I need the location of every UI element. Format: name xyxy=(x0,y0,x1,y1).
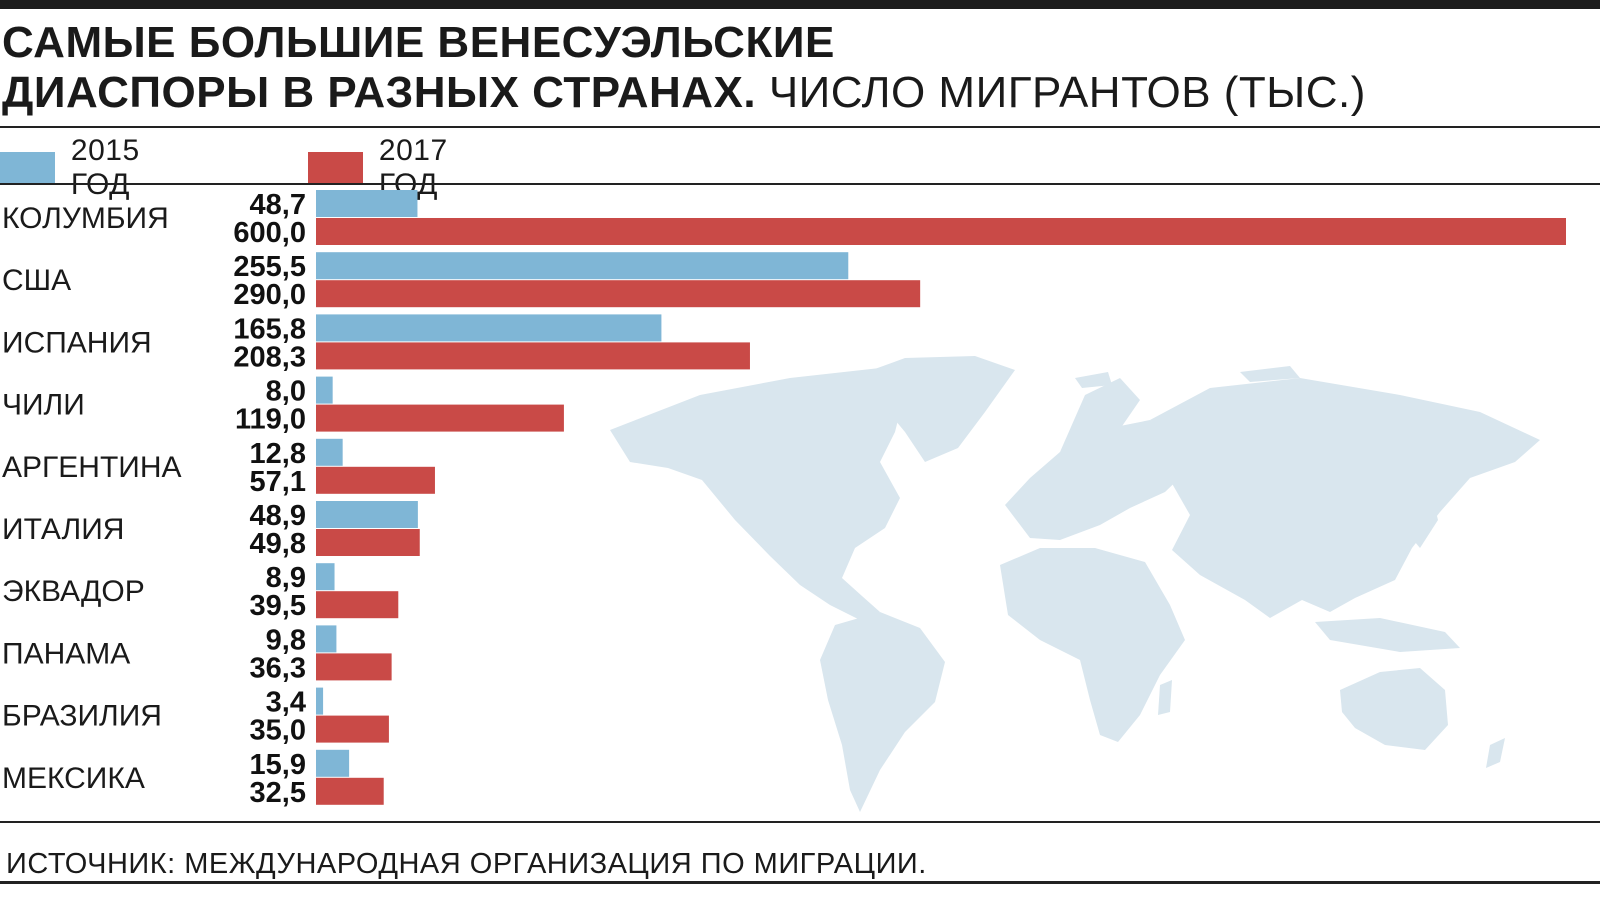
category-label: ЧИЛИ xyxy=(2,389,85,422)
value-label-2015: 8,0 xyxy=(266,376,306,408)
bar-2017 xyxy=(316,529,420,556)
value-label-2017: 49,8 xyxy=(250,528,306,560)
bar-2015 xyxy=(316,376,333,404)
value-label-2017: 208,3 xyxy=(233,341,306,373)
source-divider xyxy=(0,821,1600,823)
value-label-2015: 3,4 xyxy=(266,687,306,719)
bar-2017 xyxy=(316,280,921,308)
value-label-2015: 8,9 xyxy=(266,562,306,594)
value-label-2015: 255,5 xyxy=(233,251,306,283)
bar-2015 xyxy=(316,501,418,528)
bar-2017 xyxy=(316,218,1566,245)
bottom-rule xyxy=(0,881,1600,884)
legend-swatch-2015 xyxy=(0,152,55,184)
category-label: АРГЕНТИНА xyxy=(2,451,182,484)
bar-2015 xyxy=(316,190,418,217)
category-label: США xyxy=(2,264,71,297)
title-line-2: ДИАСПОРЫ В РАЗНЫХ СТРАНАХ. xyxy=(2,68,757,117)
value-label-2017: 119,0 xyxy=(235,404,306,436)
legend-divider xyxy=(0,183,1600,185)
category-label: МЕКСИКА xyxy=(2,762,145,795)
title-line-1: САМЫЕ БОЛЬШИЕ ВЕНЕСУЭЛЬСКИЕ xyxy=(2,18,835,67)
bar-2017 xyxy=(316,653,392,681)
value-label-2015: 165,8 xyxy=(233,313,306,345)
value-label-2017: 36,3 xyxy=(250,652,306,684)
title-divider xyxy=(0,126,1600,128)
bar-2017 xyxy=(316,591,399,619)
bar-2017 xyxy=(316,466,435,494)
top-bar xyxy=(0,0,1600,9)
world-map-background xyxy=(610,356,1540,812)
bar-2017 xyxy=(316,342,750,370)
bar-2015 xyxy=(316,625,337,653)
category-label: ИТАЛИЯ xyxy=(2,513,124,546)
bar-2015 xyxy=(316,749,350,777)
category-label: ИСПАНИЯ xyxy=(2,326,152,359)
chart-title: САМЫЕ БОЛЬШИЕ ВЕНЕСУЭЛЬСКИЕ ДИАСПОРЫ В Р… xyxy=(2,18,1366,118)
legend-swatch-2017 xyxy=(308,152,363,184)
bar-2017 xyxy=(316,404,564,432)
value-label-2017: 57,1 xyxy=(250,466,306,498)
bar-2017 xyxy=(316,777,384,805)
source-note: ИСТОЧНИК: МЕЖДУНАРОДНАЯ ОРГАНИЗАЦИЯ ПО М… xyxy=(6,848,927,880)
value-label-2015: 9,8 xyxy=(266,624,306,656)
bar-2015 xyxy=(316,563,335,591)
category-label: КОЛУМБИЯ xyxy=(2,202,169,235)
value-label-2015: 48,9 xyxy=(250,500,306,532)
title-unit: ЧИСЛО МИГРАНТОВ (ТЫС.) xyxy=(768,68,1366,117)
value-label-2017: 290,0 xyxy=(233,279,306,311)
value-label-2015: 15,9 xyxy=(250,749,306,781)
value-label-2015: 48,7 xyxy=(250,189,306,221)
value-label-2017: 32,5 xyxy=(250,777,306,809)
value-label-2015: 12,8 xyxy=(250,438,306,470)
value-label-2017: 39,5 xyxy=(250,590,306,622)
category-label: ПАНАМА xyxy=(2,637,130,670)
bar-2015 xyxy=(316,687,324,715)
value-label-2017: 600,0 xyxy=(233,217,306,249)
value-label-2017: 35,0 xyxy=(250,715,306,747)
bar-2015 xyxy=(316,438,343,466)
bar-2015 xyxy=(316,314,662,342)
category-label: ЭКВАДОР xyxy=(2,575,145,608)
bar-2015 xyxy=(316,252,849,280)
category-label: БРАЗИЛИЯ xyxy=(2,700,162,733)
bar-2017 xyxy=(316,715,389,743)
